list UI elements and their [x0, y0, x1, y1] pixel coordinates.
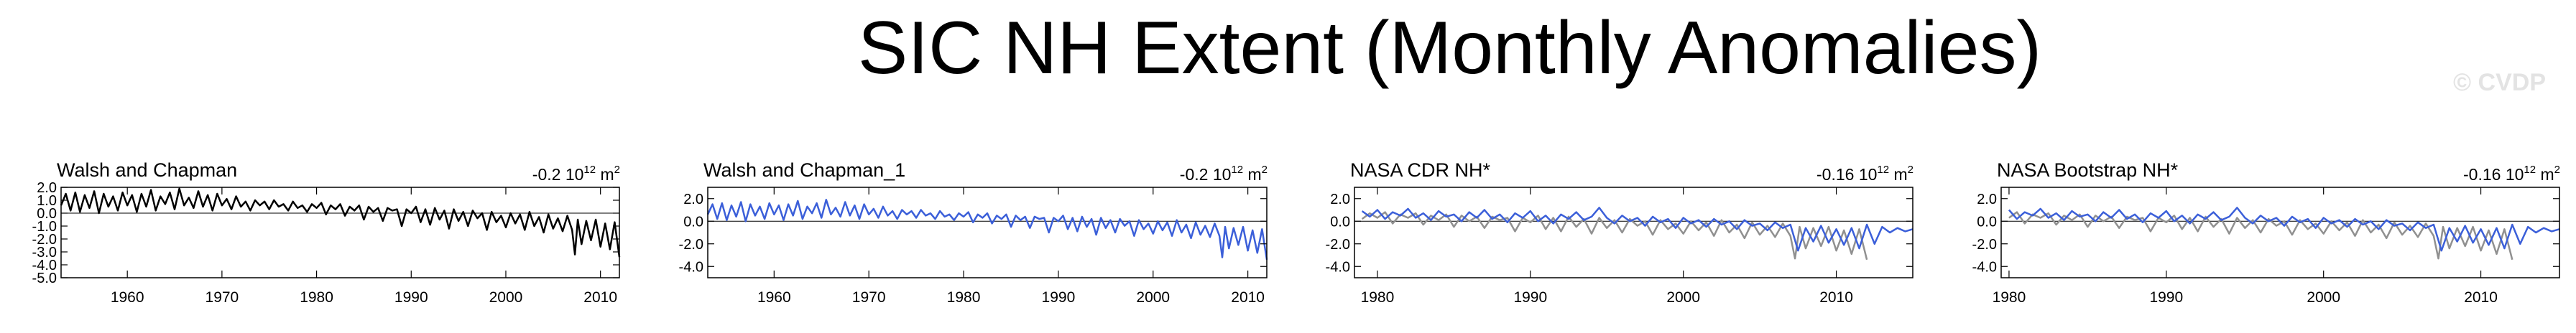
x-tick-label: 2010: [2464, 289, 2498, 306]
figure-title: SIC NH Extent (Monthly Anomalies): [857, 6, 2042, 90]
y-tick-label: -4.0: [679, 259, 703, 275]
x-tick-label: 1990: [1513, 289, 1547, 306]
watermark-label: © CVDP: [2453, 69, 2546, 96]
trend-label-part: m: [2536, 165, 2554, 184]
y-tick-label: 2.0: [37, 180, 57, 196]
plot-frame-1: [60, 187, 620, 278]
panel-title-4: NASA Bootstrap NH*: [1997, 159, 2179, 181]
series-line-2-1: [706, 199, 1268, 260]
trend-label-part: 12: [583, 164, 596, 176]
trend-label-part: 12: [1877, 164, 1889, 176]
x-tick-label: 1990: [2149, 289, 2183, 306]
x-tick-label: 1970: [852, 289, 886, 306]
trend-label-part: -0.2 10: [1180, 165, 1232, 184]
trend-label-part: 2: [614, 164, 620, 176]
trend-label-part: -0.2 10: [532, 165, 584, 184]
y-tick-label: -1.0: [32, 219, 57, 235]
x-tick-label: 1960: [111, 289, 144, 306]
series-line-4-1: [2008, 211, 2513, 261]
x-tick-label: 2000: [1666, 289, 1700, 306]
y-tick-label: -5.0: [32, 271, 57, 286]
trend-label-part: 12: [1231, 164, 1243, 176]
y-tick-label: 0.0: [683, 214, 703, 230]
x-tick-label: 1960: [757, 289, 791, 306]
y-tick-label: -2.0: [32, 232, 57, 248]
panel-title-2: Walsh and Chapman_1: [703, 159, 905, 181]
y-tick-label: 2.0: [1330, 192, 1350, 207]
x-tick-label: 2010: [583, 289, 617, 306]
x-tick-label: 1990: [1042, 289, 1076, 306]
y-tick-label: 1.0: [37, 193, 57, 209]
x-tick-label: 2000: [2307, 289, 2340, 306]
x-tick-label: 2010: [1819, 289, 1853, 306]
trend-label-part: 2: [2554, 164, 2560, 176]
panel-title-3: NASA CDR NH*: [1350, 159, 1491, 181]
trend-label-part: 12: [2524, 164, 2536, 176]
x-tick-label: 2010: [1231, 289, 1265, 306]
y-tick-label: -4.0: [1972, 259, 1997, 275]
trend-label-part: m: [1243, 165, 1262, 184]
x-tick-label: 2000: [1136, 289, 1170, 306]
series-line-1-1: [60, 187, 621, 258]
plot-frame-4: [2000, 187, 2560, 278]
series-line-4-2: [2008, 207, 2560, 252]
trend-label-part: 2: [1908, 164, 1913, 176]
x-tick-label: 1980: [1361, 289, 1395, 306]
y-tick-label: -4.0: [1326, 259, 1350, 275]
series-line-3-1: [1361, 211, 1868, 261]
y-tick-label: -2.0: [679, 237, 703, 253]
plot-frame-2: [707, 187, 1268, 278]
series-line-3-2: [1361, 207, 1913, 252]
trend-label-3: -0.16 1012 m2: [1816, 164, 1913, 184]
trend-label-part: m: [1889, 165, 1908, 184]
y-tick-label: 0.0: [37, 206, 57, 222]
y-tick-label: 0.0: [1330, 214, 1350, 230]
x-tick-label: 1990: [394, 289, 428, 306]
x-tick-label: 1980: [947, 289, 981, 306]
trend-label-part: -0.16 10: [2463, 165, 2524, 184]
y-tick-label: -3.0: [32, 245, 57, 261]
x-tick-label: 1980: [1993, 289, 2026, 306]
y-tick-label: -2.0: [1326, 237, 1350, 253]
trend-label-part: m: [596, 165, 614, 184]
panel-title-1: Walsh and Chapman: [57, 159, 237, 181]
y-tick-label: -2.0: [1972, 237, 1997, 253]
x-tick-label: 2000: [489, 289, 523, 306]
x-tick-label: 1970: [206, 289, 239, 306]
y-tick-label: 2.0: [683, 192, 703, 207]
x-tick-label: 1980: [300, 289, 333, 306]
y-tick-label: 2.0: [1977, 192, 1997, 207]
trend-label-1: -0.2 1012 m2: [532, 164, 620, 184]
trend-label-2: -0.2 1012 m2: [1180, 164, 1268, 184]
plot-frame-3: [1354, 187, 1913, 278]
trend-label-part: -0.16 10: [1816, 165, 1877, 184]
y-tick-label: -4.0: [32, 258, 57, 273]
y-tick-label: 0.0: [1977, 214, 1997, 230]
trend-label-4: -0.16 1012 m2: [2463, 164, 2560, 184]
trend-label-part: 2: [1262, 164, 1268, 176]
